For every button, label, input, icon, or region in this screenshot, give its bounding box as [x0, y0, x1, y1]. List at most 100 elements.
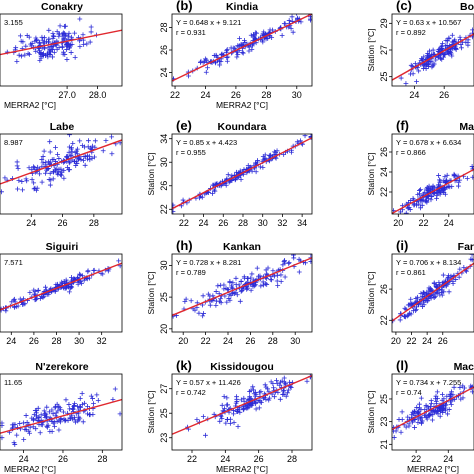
data-point [244, 405, 249, 411]
x-tick-label: 26 [218, 218, 228, 228]
data-point [64, 47, 70, 52]
data-point [72, 159, 78, 164]
regression-line [392, 262, 474, 322]
panel-letter: (k) [176, 358, 192, 373]
data-point [432, 396, 438, 402]
data-point [427, 48, 432, 54]
data-point [31, 291, 37, 297]
y-tick-label: 25 [159, 408, 169, 418]
x-axis-label: MERRA2 [°C] [216, 464, 268, 474]
data-point [414, 405, 420, 410]
data-point [219, 416, 225, 421]
data-point [51, 169, 56, 175]
x-tick-label: 22 [170, 90, 180, 100]
regression-line [392, 386, 474, 431]
data-point [233, 275, 239, 281]
regression-line [172, 257, 312, 317]
data-point [61, 175, 67, 181]
data-point [462, 385, 467, 391]
data-point [427, 403, 433, 409]
data-point [88, 24, 94, 30]
data-point [404, 313, 410, 319]
data-point [235, 43, 241, 49]
data-point [13, 304, 19, 310]
data-point [56, 31, 62, 37]
data-point [22, 52, 28, 58]
plot-frame [171, 253, 313, 333]
data-point [457, 385, 463, 390]
panel-title: Bo [460, 1, 474, 13]
y-tick-label: 30 [159, 260, 169, 270]
data-point [241, 395, 247, 401]
data-point [17, 421, 23, 426]
data-point [403, 210, 409, 214]
data-point [24, 33, 30, 38]
regression-equation: Y = 0.706 x + 8.134 [396, 258, 461, 267]
x-tick-label: 20 [391, 336, 401, 346]
data-point [225, 172, 231, 178]
data-point [32, 408, 38, 413]
data-point [440, 41, 445, 46]
data-point [453, 45, 458, 51]
data-point [257, 399, 263, 405]
panel-title: Conakry [41, 1, 83, 13]
x-tick-label: 22 [201, 336, 211, 346]
data-point [407, 207, 413, 212]
data-point [266, 153, 272, 159]
data-point [398, 75, 404, 81]
data-point [19, 53, 24, 59]
data-point [79, 391, 85, 396]
y-tick-label: 26 [379, 147, 389, 157]
regression-equation: Y = 0.63 x + 10.567 [396, 18, 461, 27]
data-point [469, 257, 474, 263]
data-point [116, 258, 122, 264]
data-point [437, 177, 442, 183]
x-tick-label: 28 [238, 218, 248, 228]
data-point [303, 260, 308, 266]
y-tick-label: 20 [159, 324, 169, 334]
data-point [470, 27, 474, 33]
y-tick-label: 24 [379, 167, 389, 177]
data-point [411, 308, 416, 314]
y-tick-label: 27 [379, 45, 389, 55]
data-point [254, 30, 259, 36]
data-point [263, 397, 269, 402]
data-point [427, 413, 433, 419]
data-point [431, 61, 437, 67]
data-point [412, 408, 418, 414]
regression-line [392, 168, 474, 214]
panel-title: Kissidougou [210, 361, 274, 373]
data-point [81, 158, 86, 163]
data-point [22, 426, 28, 432]
y-axis-label: Station [°C] [366, 390, 376, 433]
data-point [33, 48, 39, 54]
data-point [30, 424, 36, 430]
data-point [182, 299, 188, 304]
data-point [408, 71, 413, 77]
data-point [34, 413, 39, 419]
data-point [70, 140, 76, 146]
data-point [469, 164, 474, 169]
data-point [20, 39, 26, 45]
data-point [44, 39, 49, 44]
data-point [425, 188, 431, 194]
data-point [33, 426, 39, 432]
data-point [203, 432, 208, 438]
data-point [66, 167, 72, 173]
data-point [88, 393, 94, 399]
data-point [43, 170, 48, 176]
data-point [54, 170, 60, 176]
data-point [72, 30, 78, 36]
x-tick-label: 24 [220, 454, 230, 464]
y-axis-label: Station [°C] [366, 271, 376, 314]
data-point [279, 378, 285, 384]
data-point [446, 407, 452, 412]
plot-frame [391, 253, 474, 333]
data-point [278, 272, 284, 278]
data-point [64, 57, 70, 62]
data-point [268, 152, 273, 158]
data-point [418, 395, 424, 401]
data-point [46, 409, 52, 415]
data-point [249, 46, 255, 52]
